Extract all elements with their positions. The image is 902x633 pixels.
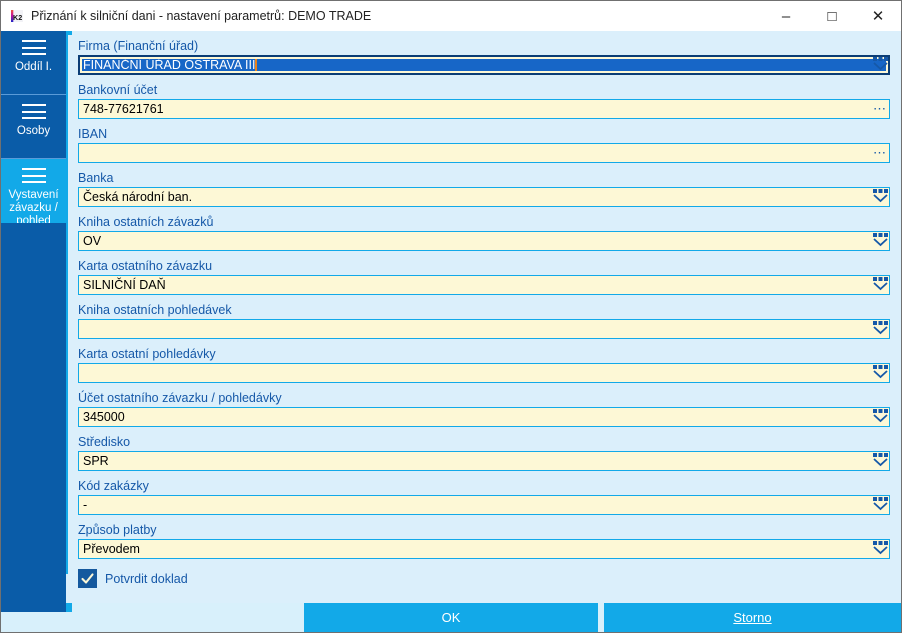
svg-text:K2: K2: [13, 13, 22, 22]
